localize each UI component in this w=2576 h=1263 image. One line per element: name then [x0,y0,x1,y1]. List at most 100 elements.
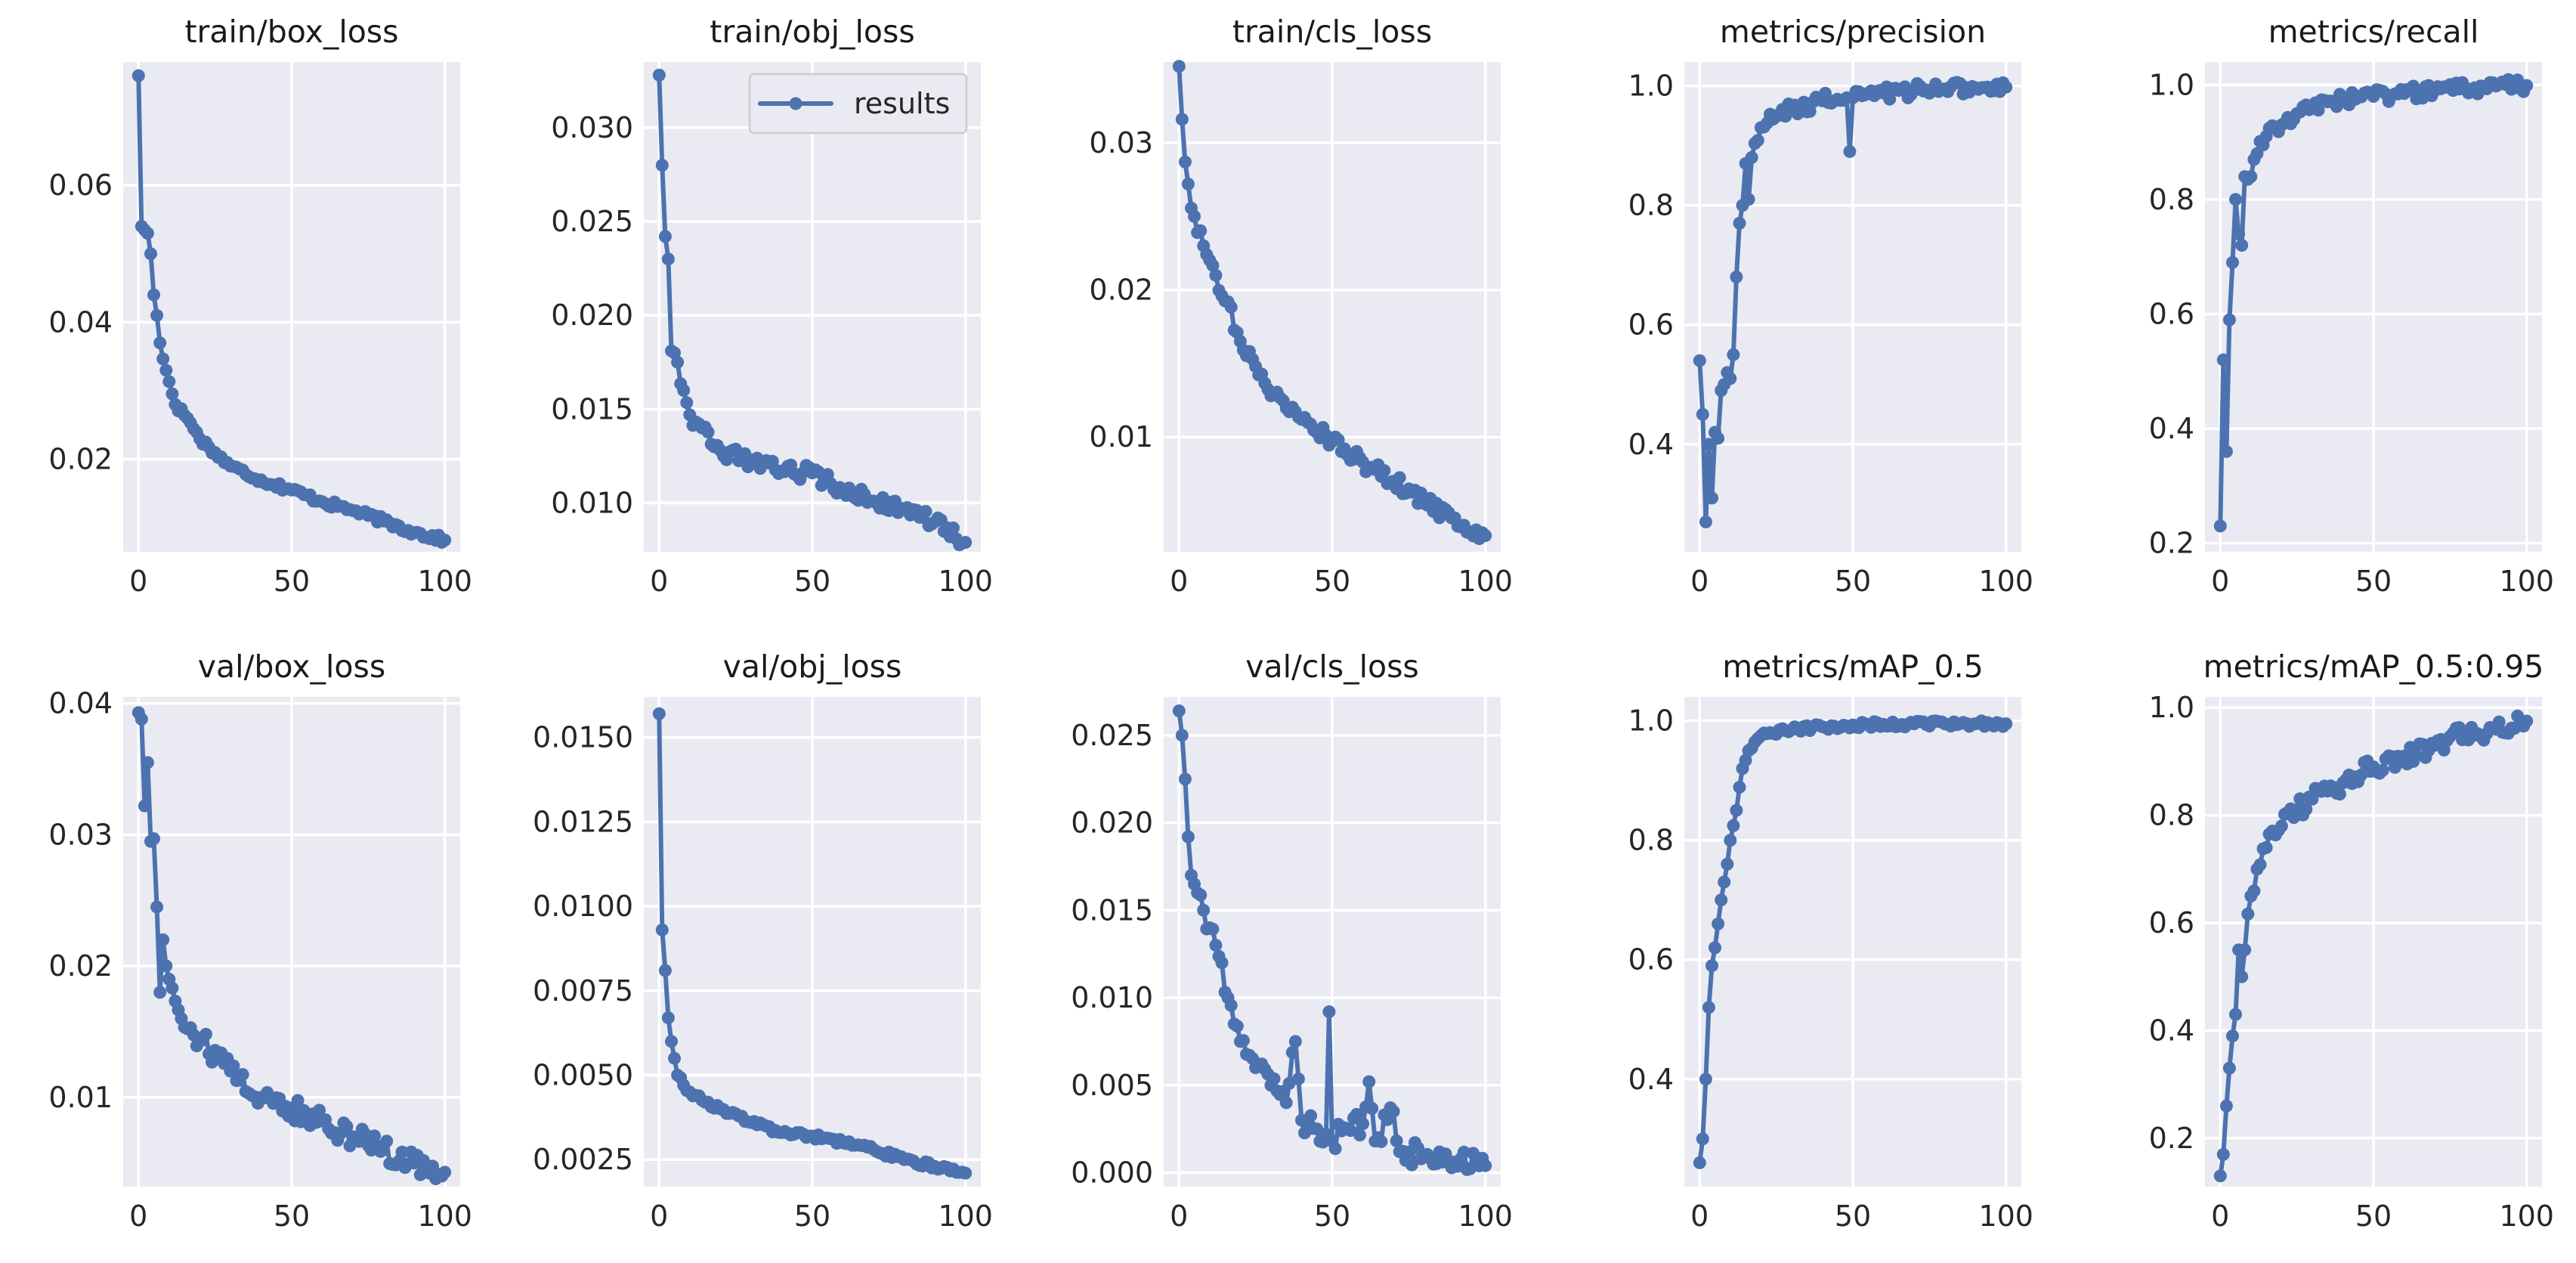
subplot-title: metrics/mAP_0.5 [1722,649,1984,685]
data-point [1742,193,1755,206]
subplot-title: val/box_loss [198,649,385,685]
x-tick-label: 0 [650,1200,668,1233]
data-point [661,252,675,266]
legend-marker [789,97,802,110]
subplot-title: val/obj_loss [723,649,902,685]
data-point [1405,1158,1418,1172]
data-point [1733,216,1746,230]
subplot-val-obj-loss: 0.0025 0.0050 0.0075 0.0100 0.0125 0.0150 0 50 1… [533,649,993,1233]
data-point [1693,1156,1706,1169]
data-point [1356,1117,1369,1131]
data-point [150,900,164,914]
x-tick-label: 50 [794,565,830,598]
subplot-title: metrics/precision [1720,14,1986,50]
x-tick-label: 0 [2211,565,2229,598]
y-tick-label: 0.025 [1071,719,1153,752]
x-tick-label: 50 [274,1200,310,1233]
y-tick-label: 0.0100 [533,890,633,923]
data-point [236,1068,249,1082]
y-tick-label: 0.010 [551,486,633,519]
data-point [1291,1073,1305,1085]
y-tick-label: 0.005 [1071,1069,1153,1102]
x-tick-label: 100 [417,1200,472,1233]
data-point [162,375,176,388]
data-point [1285,1045,1299,1059]
data-point [1194,888,1208,902]
data-point [1362,1075,1376,1088]
x-tick-label: 0 [650,565,668,598]
data-point [165,387,179,401]
data-point [1209,939,1223,952]
y-tick-label: 0.015 [551,392,633,426]
subplot-train-box-loss: 0.02 0.04 0.06 0 50 100 train/box_loss [48,14,472,598]
y-tick-label: 0.02 [48,949,113,983]
data-point [2520,79,2534,92]
data-point [1727,819,1740,832]
y-tick-label: 1.0 [1628,704,1674,738]
y-tick-label: 0.0025 [533,1143,633,1176]
y-tick-label: 1.0 [2149,691,2194,724]
subplot-title: train/obj_loss [710,14,914,50]
subplot-title: metrics/mAP_0.5:0.95 [2203,649,2544,685]
data-point [2222,1061,2236,1075]
x-tick-label: 50 [794,1200,830,1233]
data-point [1712,432,1725,445]
data-point [959,536,973,549]
y-tick-label: 0.04 [48,305,113,339]
data-point [395,1145,409,1159]
data-point [165,981,179,995]
data-point [1699,1073,1712,1086]
x-tick-label: 50 [2355,1200,2392,1233]
data-point [1322,1005,1336,1019]
data-point [947,522,960,534]
x-tick-label: 0 [129,565,147,598]
data-point [1353,1128,1366,1142]
y-tick-label: 0.6 [2149,297,2194,330]
data-point [1197,903,1211,917]
y-tick-label: 0.0125 [533,805,633,838]
legend-frame [748,73,968,135]
data-point [1279,1096,1293,1110]
data-point [1378,464,1391,478]
data-point [2253,858,2267,871]
data-point [313,1104,326,1117]
data-point [199,1027,212,1041]
data-point [1375,1135,1388,1148]
subplot-title: metrics/recall [2268,14,2479,50]
x-tick-label: 0 [1690,565,1709,598]
y-tick-label: 0.8 [1628,824,1674,857]
data-point [1267,1072,1281,1085]
data-point [1175,113,1189,126]
y-tick-label: 0.4 [2149,1014,2194,1047]
x-tick-label: 0 [1170,1200,1188,1233]
y-tick-label: 0.020 [551,299,633,332]
data-point [1797,95,1811,109]
data-point [147,832,160,846]
y-tick-label: 0.03 [48,818,113,851]
y-tick-label: 0.4 [1628,428,1674,461]
subplot-metrics-precision: 0.4 0.6 0.8 1.0 0 50 100 metrics/precision [1628,14,2033,598]
data-point [1705,491,1718,505]
data-point [2229,1008,2242,1021]
data-point [959,1166,973,1180]
data-point [156,352,170,366]
y-tick-label: 0.015 [1071,893,1153,927]
subplot-metrics-map-05-095: 0.2 0.4 0.6 0.8 1.0 0 50 100 metrics/mAP_0.5:0.9… [2149,649,2554,1233]
data-point [1739,754,1752,767]
y-tick-label: 0.2 [2149,527,2194,560]
data-point [135,713,148,726]
y-tick-label: 0.06 [48,169,113,202]
data-point [2219,444,2233,458]
data-point [1178,155,1192,169]
data-point [1733,781,1746,794]
data-point [2226,1029,2239,1043]
data-point [138,799,151,813]
x-tick-label: 50 [2355,565,2392,598]
subplot-metrics-map-05: 0.4 0.6 0.8 1.0 0 50 100 metrics/mAP_0.5 [1628,649,2033,1233]
data-point [1693,354,1706,367]
legend: results [748,73,968,135]
data-point [2213,1169,2227,1183]
data-point [144,247,157,261]
y-tick-label: 1.0 [1628,70,1674,103]
x-tick-label: 100 [938,565,993,598]
